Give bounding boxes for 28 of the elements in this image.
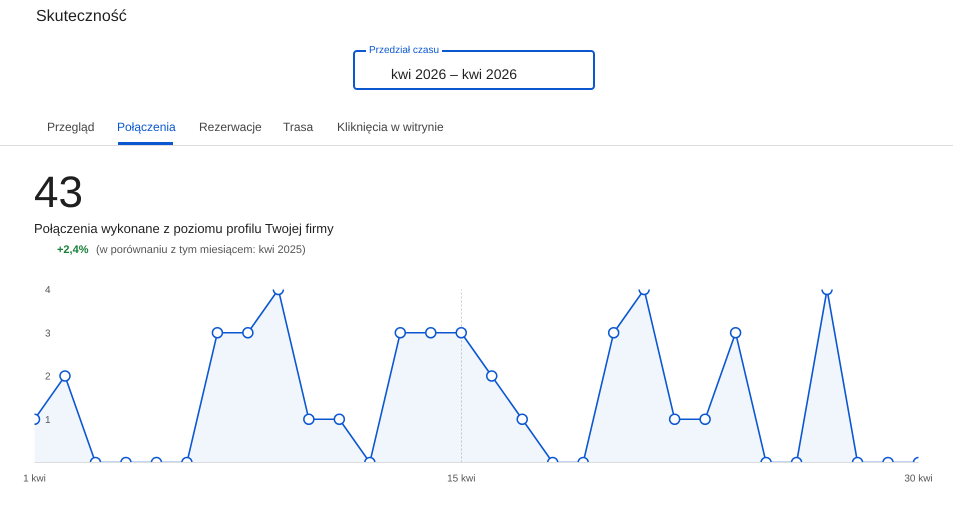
text: +2,4% [57,243,88,258]
point [59,370,71,382]
text: Połączenia wykonane z poziomu profilu Twojej firmy [34,220,334,238]
text: Przegląd [47,119,94,136]
point [394,327,406,338]
x-tick-label: 30 kwi [904,474,933,484]
text: (w porównaniu z tym miesiącem: kwi 2025) [96,243,306,258]
point [212,327,224,338]
point [242,327,254,338]
text: Przedział czasu [366,44,442,58]
x-tick-label: 15 kwi [447,474,476,484]
text: Rezerwacje [199,119,262,136]
text: Trasa [283,119,314,136]
y-tick-label: 1 [44,414,51,426]
chart-title: Skuteczność [36,7,127,27]
text: Połączenia [117,119,176,136]
text: Kliknięcia w witrynie [337,119,444,136]
x-tick-label: 1 kwi [23,474,46,484]
y-tick-label: 2 [44,372,51,382]
y-tick-label: 4 [44,285,51,296]
point [730,327,742,338]
text: 43 [34,168,83,217]
text: kwi 2026 – kwi 2026 [391,65,518,84]
point [425,327,437,338]
y-tick-label: 3 [44,328,51,340]
point [608,327,620,338]
point [456,327,468,338]
point [486,370,498,382]
